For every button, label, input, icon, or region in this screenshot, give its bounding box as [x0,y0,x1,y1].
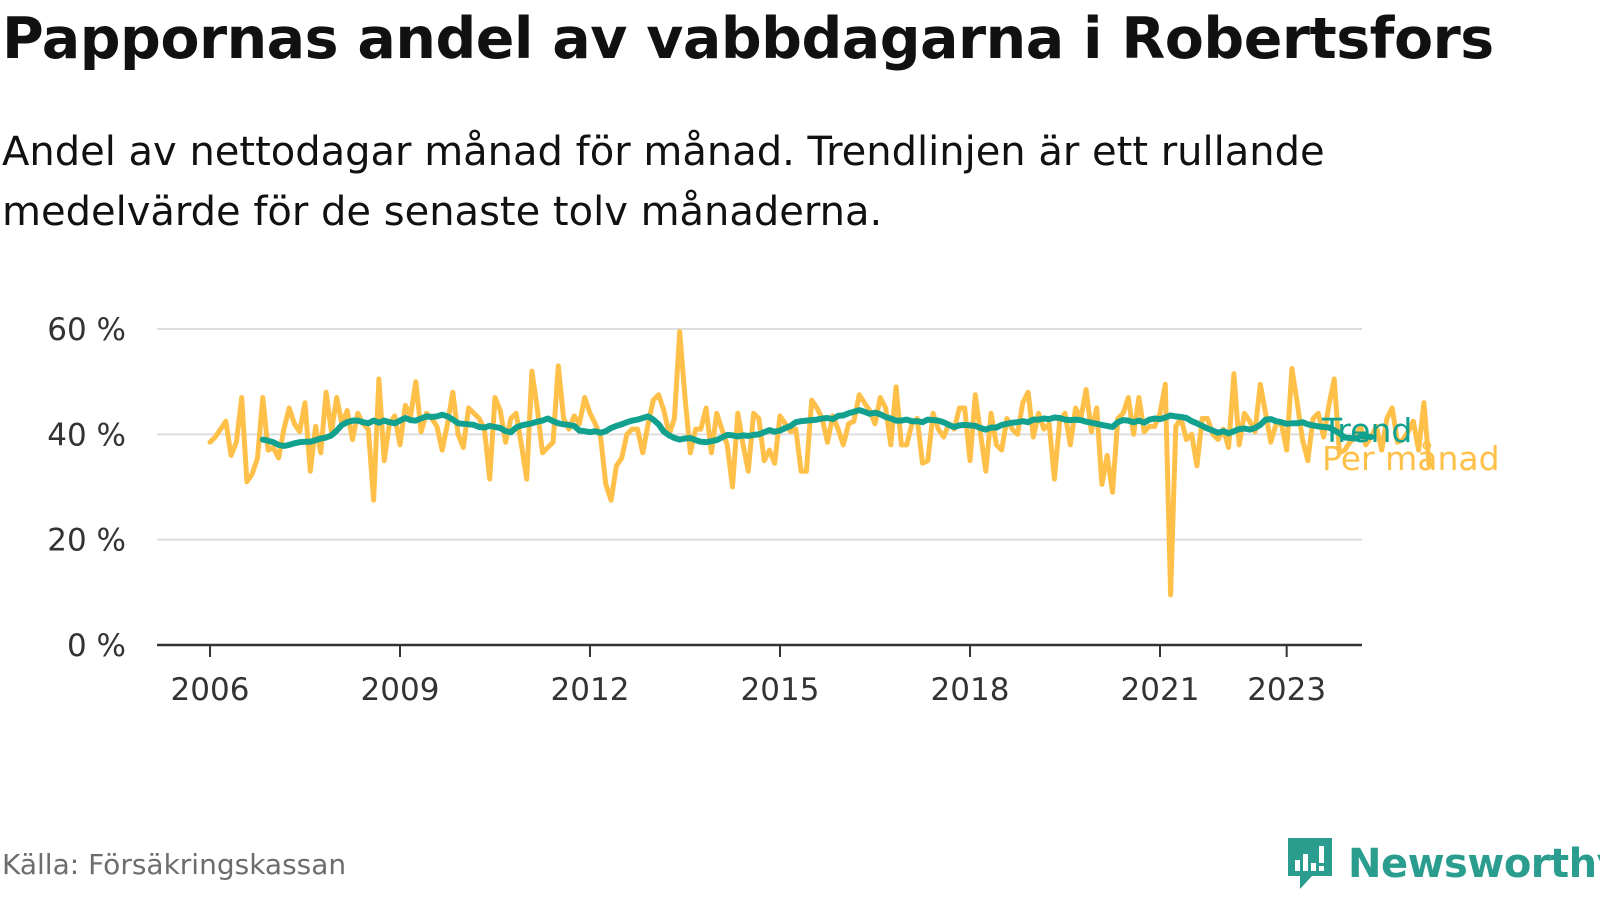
y-tick-label: 20 % [47,523,126,559]
series-lines [207,329,1432,598]
x-tick-label: 2015 [741,672,820,708]
x-tick-label: 2021 [1121,672,1200,708]
x-axis [157,643,1362,657]
brand-logo: Newsworthy [1286,836,1600,892]
x-tick-label: 2012 [551,672,630,708]
y-tick-label: 0 % [67,628,126,664]
legend-label: Per månad [1322,439,1500,478]
newsworthy-logo-icon [1288,838,1332,889]
x-tick-label: 2006 [171,672,250,708]
y-axis-labels: 0 % 20 % 40 % 60 % [47,312,126,664]
source-note: Källa: Försäkringskassan [2,848,347,881]
x-tick-label: 2023 [1247,672,1326,708]
y-tick-label: 60 % [47,312,126,348]
series-line-per-manad [207,329,1432,598]
x-tick-label: 2009 [361,672,440,708]
brand-name: Newsworthy [1348,841,1600,887]
x-axis-labels: 2006 2009 2012 2015 2018 2021 2023 [171,672,1327,708]
x-tick-label: 2018 [931,672,1010,708]
chart-subtitle: Andel av nettodagar månad för månad. Tre… [2,129,1325,235]
series-line-trend [259,407,1375,449]
legend-label: Trend [1321,411,1412,450]
y-tick-label: 40 % [47,417,126,453]
chart-title: Pappornas andel av vabbdagarna i Roberts… [2,6,1494,72]
